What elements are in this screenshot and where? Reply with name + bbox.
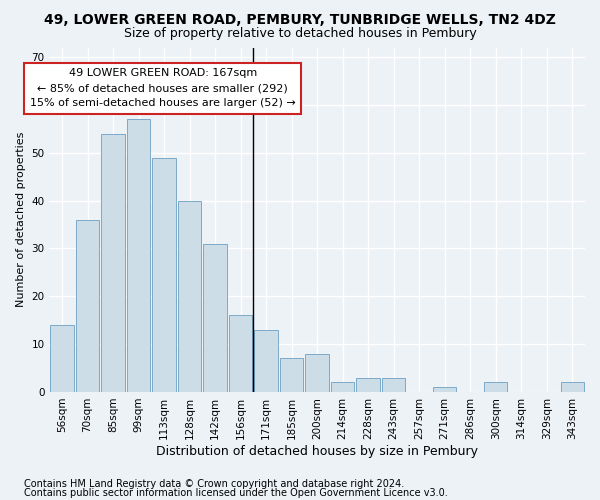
X-axis label: Distribution of detached houses by size in Pembury: Distribution of detached houses by size … [156, 444, 478, 458]
Bar [152, 158, 176, 392]
Bar [254, 330, 278, 392]
Bar [382, 378, 406, 392]
Bar [127, 120, 151, 392]
Bar [305, 354, 329, 392]
Text: Contains public sector information licensed under the Open Government Licence v3: Contains public sector information licen… [24, 488, 448, 498]
Text: 49 LOWER GREEN ROAD: 167sqm
← 85% of detached houses are smaller (292)
15% of se: 49 LOWER GREEN ROAD: 167sqm ← 85% of det… [30, 68, 296, 108]
Bar [280, 358, 304, 392]
Bar [50, 325, 74, 392]
Bar [484, 382, 508, 392]
Bar [560, 382, 584, 392]
Bar [331, 382, 355, 392]
Bar [203, 244, 227, 392]
Bar [178, 200, 202, 392]
Bar [433, 387, 457, 392]
Bar [76, 220, 100, 392]
Y-axis label: Number of detached properties: Number of detached properties [16, 132, 26, 308]
Bar [356, 378, 380, 392]
Bar [229, 316, 253, 392]
Text: Size of property relative to detached houses in Pembury: Size of property relative to detached ho… [124, 28, 476, 40]
Text: 49, LOWER GREEN ROAD, PEMBURY, TUNBRIDGE WELLS, TN2 4DZ: 49, LOWER GREEN ROAD, PEMBURY, TUNBRIDGE… [44, 12, 556, 26]
Text: Contains HM Land Registry data © Crown copyright and database right 2024.: Contains HM Land Registry data © Crown c… [24, 479, 404, 489]
Bar [101, 134, 125, 392]
